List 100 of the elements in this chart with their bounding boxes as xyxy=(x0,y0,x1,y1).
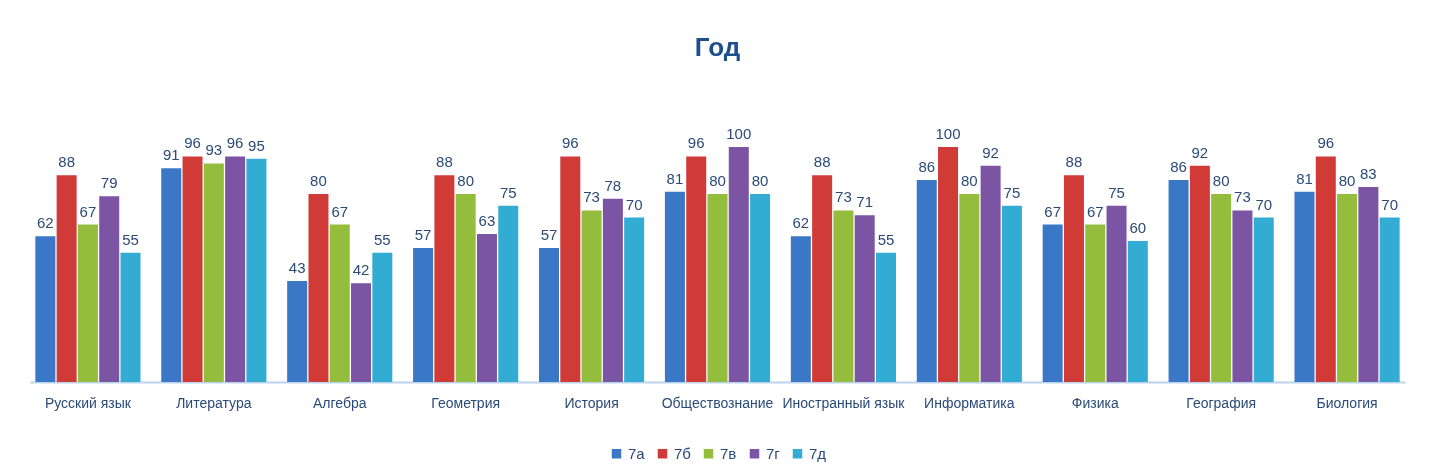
bar xyxy=(854,215,875,382)
bar xyxy=(812,175,833,382)
data-label: 96 xyxy=(184,134,201,152)
data-label: 62 xyxy=(37,214,54,232)
bar xyxy=(372,252,393,382)
data-label: 86 xyxy=(1170,157,1187,175)
data-label: 79 xyxy=(100,174,118,192)
bar xyxy=(686,156,707,382)
bar xyxy=(246,158,267,382)
legend-label: 7а xyxy=(628,444,646,462)
data-label: 75 xyxy=(1108,183,1125,201)
data-label: 80 xyxy=(960,172,978,189)
bar xyxy=(560,156,581,382)
legend-label: 7д xyxy=(809,444,827,462)
bar xyxy=(35,236,56,382)
data-label: 92 xyxy=(982,143,999,161)
legend-label: 7б xyxy=(674,444,691,462)
bar xyxy=(728,147,749,382)
data-label: 67 xyxy=(79,202,97,220)
data-label: 70 xyxy=(1255,195,1273,213)
data-label: 71 xyxy=(856,193,874,211)
bar xyxy=(624,217,645,382)
data-label: 80 xyxy=(310,172,327,189)
x-tick-label: Физика xyxy=(1071,394,1119,411)
bar xyxy=(938,147,959,382)
data-label: 73 xyxy=(583,188,600,206)
data-label: 55 xyxy=(122,230,139,248)
data-label: 67 xyxy=(331,202,349,220)
data-label: 73 xyxy=(1234,188,1251,206)
bar xyxy=(1294,191,1315,382)
chart-title: Год xyxy=(694,32,741,62)
data-label: 96 xyxy=(226,134,244,152)
x-tick-label: Иностранный язык xyxy=(782,394,906,411)
data-label: 67 xyxy=(1044,202,1062,220)
bar xyxy=(1253,217,1274,382)
bar xyxy=(476,233,497,382)
bar xyxy=(203,163,224,382)
bar xyxy=(182,156,203,382)
bar xyxy=(750,194,771,382)
bar xyxy=(56,175,77,382)
bar xyxy=(1063,175,1084,382)
bar xyxy=(161,168,182,382)
data-label: 70 xyxy=(625,195,643,213)
bar xyxy=(434,175,455,382)
bar xyxy=(1001,205,1022,382)
data-label: 78 xyxy=(604,176,622,194)
bar xyxy=(1232,210,1253,382)
x-tick-label: Алгебра xyxy=(312,394,367,411)
bar xyxy=(77,224,98,382)
data-label: 95 xyxy=(248,136,265,154)
bar xyxy=(959,194,980,382)
data-label: 100 xyxy=(935,125,961,142)
data-label: 60 xyxy=(1129,219,1147,236)
data-label: 100 xyxy=(726,125,752,142)
data-label: 96 xyxy=(687,134,705,152)
data-label: 75 xyxy=(499,183,517,201)
data-label: 70 xyxy=(1381,195,1398,213)
bar xyxy=(1106,205,1127,382)
bar xyxy=(581,210,602,382)
x-tick-label: История xyxy=(564,394,619,411)
x-tick-label: Геометрия xyxy=(431,394,501,411)
data-label: 88 xyxy=(1065,153,1083,171)
data-label: 63 xyxy=(478,211,496,229)
bar xyxy=(498,205,519,382)
x-tick-label: Литература xyxy=(176,394,252,411)
bar xyxy=(225,156,246,382)
bar xyxy=(1127,241,1148,382)
x-tick-label: Обществознание xyxy=(661,394,774,411)
bar xyxy=(413,248,434,382)
bar xyxy=(790,236,811,382)
bar xyxy=(875,252,896,382)
data-label: 57 xyxy=(414,226,432,244)
bar xyxy=(1168,179,1189,382)
data-label: 80 xyxy=(751,172,769,189)
data-label: 75 xyxy=(1003,183,1021,201)
bar xyxy=(1042,224,1063,382)
bar xyxy=(99,196,120,382)
data-label: 96 xyxy=(1317,134,1335,152)
data-label: 83 xyxy=(1360,164,1377,182)
bar xyxy=(1315,156,1336,382)
data-label: 67 xyxy=(1086,202,1104,220)
bar xyxy=(602,198,623,382)
legend-label: 7в xyxy=(720,444,737,462)
bar xyxy=(833,210,854,382)
bar xyxy=(329,224,350,382)
bar xyxy=(1337,194,1358,382)
bar xyxy=(1189,165,1210,382)
bar xyxy=(707,194,728,382)
data-label: 93 xyxy=(205,141,223,159)
data-label: 55 xyxy=(877,230,895,248)
x-tick-label: Русский язык xyxy=(44,394,132,411)
bar xyxy=(1379,217,1400,382)
bar xyxy=(664,191,685,382)
data-label: 96 xyxy=(561,134,579,152)
data-label: 62 xyxy=(792,214,810,232)
data-label: 92 xyxy=(1191,143,1209,161)
data-label: 88 xyxy=(58,153,75,171)
bar xyxy=(1358,186,1379,382)
data-label: 80 xyxy=(457,172,475,189)
bar xyxy=(120,252,141,382)
